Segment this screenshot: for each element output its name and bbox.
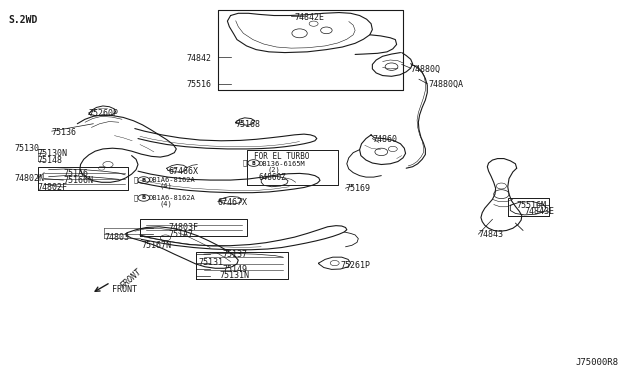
Text: B: B xyxy=(252,161,255,166)
Text: 67467X: 67467X xyxy=(218,198,248,207)
Text: B: B xyxy=(141,177,146,183)
Text: 74802N: 74802N xyxy=(15,174,45,183)
Text: 74860: 74860 xyxy=(372,135,397,144)
Text: (4): (4) xyxy=(159,183,172,189)
Text: 75131: 75131 xyxy=(198,258,223,267)
Text: 75260P: 75260P xyxy=(89,109,119,118)
Text: (2): (2) xyxy=(268,166,280,173)
Text: 75516M: 75516M xyxy=(516,201,547,210)
Text: J75000R8: J75000R8 xyxy=(575,357,618,366)
Text: 74842E: 74842E xyxy=(294,13,324,22)
Text: 75130N: 75130N xyxy=(38,149,68,158)
Text: 75261P: 75261P xyxy=(340,261,371,270)
Text: 75167N: 75167N xyxy=(141,241,171,250)
Text: FOR EL TURBO: FOR EL TURBO xyxy=(254,152,310,161)
Text: 75148: 75148 xyxy=(38,156,63,165)
Text: DB1A6-8162A: DB1A6-8162A xyxy=(149,177,196,183)
Text: 64860Z: 64860Z xyxy=(259,173,287,182)
Text: 751A6: 751A6 xyxy=(63,169,88,177)
Text: 74843: 74843 xyxy=(478,230,504,240)
Text: DB136-6165M: DB136-6165M xyxy=(259,161,305,167)
Text: B: B xyxy=(141,195,146,201)
Text: DB1A6-8162A: DB1A6-8162A xyxy=(149,195,196,201)
Text: 75516: 75516 xyxy=(186,80,211,89)
Text: Ⓑ: Ⓑ xyxy=(134,195,138,201)
Text: 74880QA: 74880QA xyxy=(429,80,463,89)
Text: Ⓐ: Ⓐ xyxy=(243,160,247,166)
Text: 75166N: 75166N xyxy=(63,176,93,185)
Text: 75136: 75136 xyxy=(52,128,77,137)
Text: 75137: 75137 xyxy=(223,250,248,259)
Text: 74843E: 74843E xyxy=(524,208,554,217)
Text: FRONT: FRONT xyxy=(113,285,138,294)
Text: 75130: 75130 xyxy=(15,144,40,153)
Text: 75168: 75168 xyxy=(236,121,260,129)
Text: 75131N: 75131N xyxy=(219,271,249,280)
Text: 74802F: 74802F xyxy=(38,183,68,192)
Text: (4): (4) xyxy=(159,201,172,207)
Text: Ⓑ: Ⓑ xyxy=(134,177,138,183)
Text: 75149: 75149 xyxy=(223,264,248,273)
Text: S.2WD: S.2WD xyxy=(8,15,38,25)
Text: 74880Q: 74880Q xyxy=(411,65,441,74)
Text: 751A7: 751A7 xyxy=(168,230,193,240)
Text: 67466X: 67466X xyxy=(168,167,198,176)
Text: 74842: 74842 xyxy=(186,54,211,62)
Text: 74803F: 74803F xyxy=(168,223,198,232)
Text: 74803: 74803 xyxy=(104,233,129,243)
Text: 75169: 75169 xyxy=(346,185,371,193)
Text: FRONT: FRONT xyxy=(119,267,143,291)
